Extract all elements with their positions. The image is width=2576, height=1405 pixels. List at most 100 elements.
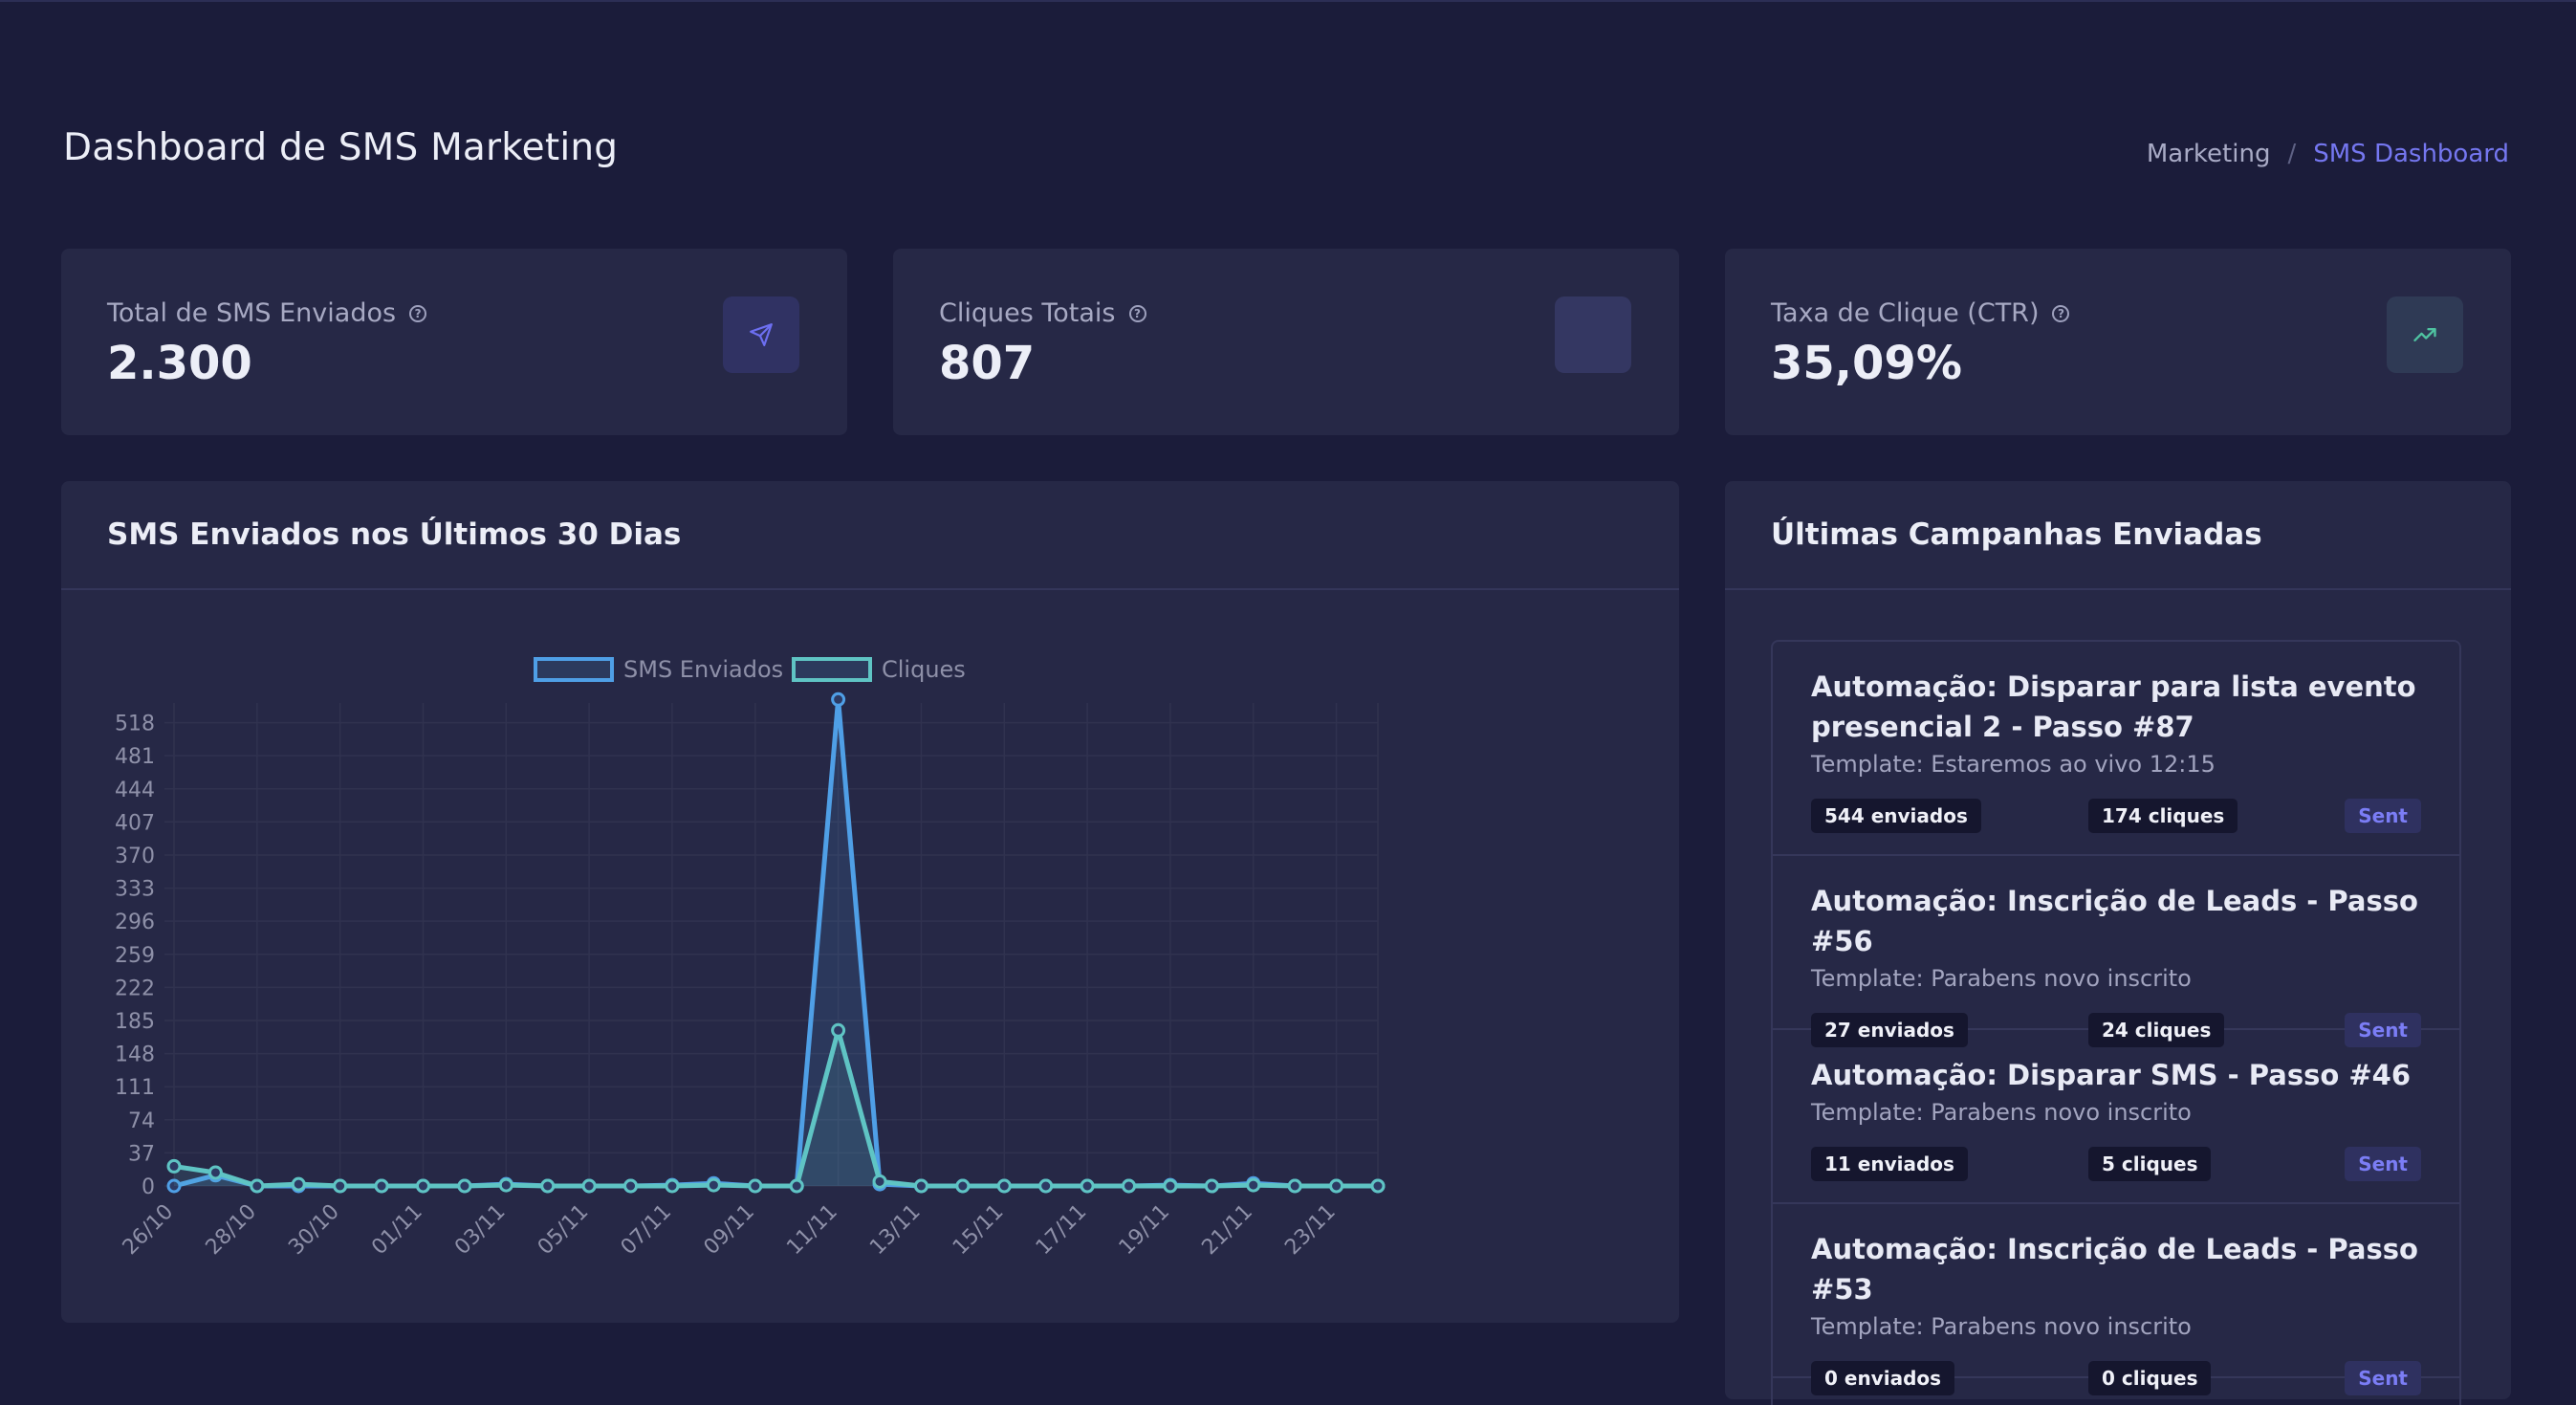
data-point (415, 1178, 430, 1194)
y-tick-label: 296 (115, 911, 155, 934)
status-badge: Sent (2345, 1361, 2421, 1395)
stat-card-total-sms: Total de SMS Enviados ? 2.300 (61, 249, 847, 435)
data-point (1370, 1178, 1386, 1194)
stat-card-ctr: Taxa de Clique (CTR) ? 35,09% (1725, 249, 2511, 435)
data-point (250, 1178, 265, 1194)
data-point (540, 1178, 556, 1194)
stat-label-text: Taxa de Clique (CTR) (1771, 298, 2040, 328)
campaign-title: Automação: Disparar SMS - Passo #46 (1811, 1059, 2412, 1091)
y-tick-label: 74 (128, 1109, 155, 1133)
legend-label: Cliques (882, 656, 966, 683)
x-tick-label: 21/11 (1197, 1200, 1257, 1261)
clicks-count-badge: 0 cliques (2088, 1361, 2212, 1395)
campaign-title: Automação: Inscrição de Leads - Passo #5… (1811, 885, 2418, 957)
data-point (996, 1178, 1012, 1194)
data-point (374, 1178, 389, 1194)
data-point (623, 1178, 639, 1194)
y-tick-label: 407 (115, 811, 155, 835)
stat-icon-box (1555, 296, 1631, 373)
data-point (581, 1178, 597, 1194)
x-tick-label: 05/11 (534, 1200, 594, 1261)
campaign-template: Template: Parabens novo inscrito (1811, 1099, 2192, 1126)
y-tick-label: 111 (115, 1076, 155, 1100)
campaigns-panel: Últimas Campanhas Enviadas Automação: Di… (1725, 481, 2511, 1405)
sent-count-badge: 27 enviados (1811, 1013, 1968, 1047)
stat-value: 807 (939, 337, 1036, 390)
campaigns-panel-title: Últimas Campanhas Enviadas (1771, 517, 2262, 552)
campaign-item[interactable]: Automação: Inscrição de Leads - Passo #5… (1773, 1204, 2459, 1395)
data-point (457, 1178, 472, 1194)
data-point (1080, 1178, 1095, 1194)
y-tick-label: 0 (142, 1175, 155, 1199)
breadcrumb-separator: / (2287, 140, 2297, 168)
help-icon[interactable]: ? (409, 304, 427, 322)
stat-label: Taxa de Clique (CTR) ? (1771, 298, 2070, 328)
x-tick-label: 13/11 (865, 1200, 926, 1261)
data-point (872, 1174, 887, 1189)
campaign-item[interactable]: Automação: Disparar SMS - Passo #46 Temp… (1773, 1030, 2459, 1204)
data-point (333, 1178, 348, 1194)
x-tick-label: 15/11 (949, 1200, 1009, 1261)
clicks-count-badge: 24 cliques (2088, 1013, 2225, 1047)
top-border (0, 0, 2576, 2)
x-tick-label: 07/11 (617, 1200, 677, 1261)
data-point (706, 1177, 721, 1193)
trend-up-icon (2413, 328, 2436, 341)
x-tick-label: 01/11 (367, 1200, 427, 1261)
chart-panel-title: SMS Enviados nos Últimos 30 Dias (107, 517, 682, 552)
data-point (1246, 1177, 1261, 1193)
stat-value: 2.300 (107, 337, 252, 390)
sent-count-badge: 0 enviados (1811, 1361, 1955, 1395)
stat-icon-box (2387, 296, 2463, 373)
stat-card-total-clicks: Cliques Totais ? 807 (893, 249, 1679, 435)
data-point (1287, 1178, 1302, 1194)
campaigns-panel-header: Últimas Campanhas Enviadas (1725, 481, 2511, 590)
stat-value: 35,09% (1771, 337, 1962, 390)
campaign-item[interactable]: Automação: Inscrição de Leads - Passo #5… (1773, 856, 2459, 1047)
campaign-badges: 11 enviados 5 cliques Sent (1811, 1147, 2421, 1181)
series-line (173, 696, 1378, 1189)
series-area (174, 699, 1378, 1186)
stat-label: Total de SMS Enviados ? (107, 298, 427, 328)
data-point (1038, 1178, 1054, 1194)
campaign-list: Automação: Disparar para lista evento pr… (1771, 640, 2461, 1405)
page-title: Dashboard de SMS Marketing (63, 126, 619, 169)
x-tick-label: 23/11 (1280, 1200, 1341, 1261)
data-point (1204, 1178, 1219, 1194)
status-badge: Sent (2345, 799, 2421, 833)
clicks-count-badge: 174 cliques (2088, 799, 2238, 833)
stat-label-text: Total de SMS Enviados (107, 298, 397, 328)
breadcrumb-sms-dashboard: SMS Dashboard (2313, 140, 2509, 168)
data-point (207, 1165, 223, 1180)
x-tick-label: 30/10 (284, 1200, 344, 1261)
data-point (955, 1178, 971, 1194)
y-tick-label: 185 (115, 1010, 155, 1034)
data-point (831, 1022, 846, 1038)
legend-swatch (534, 657, 614, 682)
help-icon[interactable]: ? (2052, 304, 2070, 322)
data-point (166, 1178, 182, 1194)
data-point (291, 1176, 306, 1192)
x-tick-label: 26/10 (119, 1200, 179, 1261)
send-icon (750, 323, 773, 346)
y-tick-label: 148 (115, 1043, 155, 1067)
legend-swatch (792, 657, 872, 682)
data-point (789, 1178, 804, 1194)
campaign-template: Template: Parabens novo inscrito (1811, 1313, 2192, 1340)
sent-count-badge: 544 enviados (1811, 799, 1981, 833)
y-tick-label: 518 (115, 713, 155, 736)
y-tick-label: 333 (115, 878, 155, 902)
breadcrumb: Marketing / SMS Dashboard (2147, 140, 2509, 168)
legend-label: SMS Enviados (623, 656, 783, 683)
campaign-title: Automação: Inscrição de Leads - Passo #5… (1811, 1233, 2418, 1306)
stat-label: Cliques Totais ? (939, 298, 1146, 328)
x-tick-label: 17/11 (1032, 1200, 1092, 1261)
campaign-item[interactable]: Automação: Disparar para lista evento pr… (1773, 642, 2459, 856)
status-badge: Sent (2345, 1147, 2421, 1181)
campaign-template: Template: Estaremos ao vivo 12:15 (1811, 751, 2216, 778)
y-tick-label: 37 (128, 1142, 155, 1166)
breadcrumb-marketing[interactable]: Marketing (2146, 140, 2271, 168)
sent-count-badge: 11 enviados (1811, 1147, 1968, 1181)
help-icon[interactable]: ? (1128, 304, 1146, 322)
data-point (498, 1177, 513, 1193)
